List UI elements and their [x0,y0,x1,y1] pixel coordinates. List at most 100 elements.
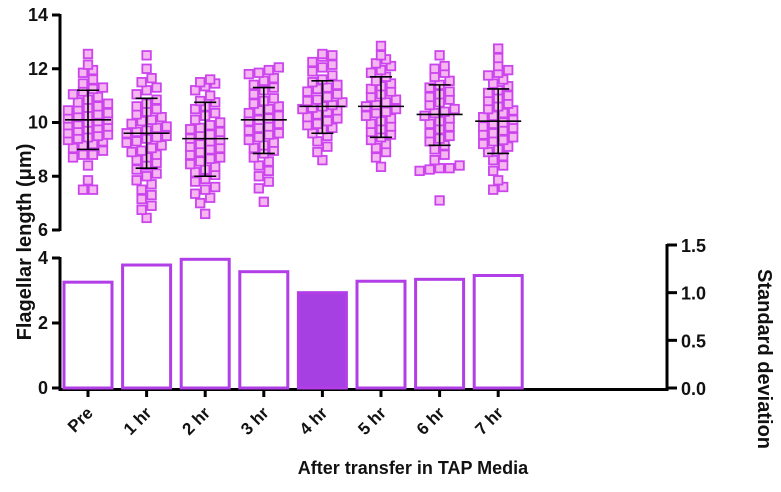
data-point [434,50,445,61]
data-point [131,175,142,186]
data-point [273,128,284,139]
x-tick-label: 1 hr [120,403,156,439]
x-tick-label: 7 hr [472,403,508,439]
data-point [248,89,259,100]
data-point [253,171,264,182]
data-point [243,125,254,136]
data-point [190,188,201,199]
bottom-left-tick-label: 0 [38,378,48,398]
data-point [185,159,196,170]
data-point [141,50,152,61]
data-point [87,149,99,160]
data-point [131,101,142,112]
data-point [243,134,254,146]
data-point [205,129,216,140]
data-point [273,62,284,73]
data-point [205,90,216,101]
bottom-right-tick-label: 0.0 [681,379,706,399]
data-point [146,73,157,84]
x-tick-label: Pre [64,403,97,436]
data-point [488,165,499,177]
data-point [268,93,279,104]
x-tick-labels: Pre 1 hr 2 hr 3 hr 4 hr 5 hr 6 hr 7 hr [64,403,507,439]
data-point [444,86,455,97]
data-point [131,164,142,175]
data-point [498,160,509,171]
data-point [215,117,226,128]
data-point [332,89,343,100]
bottom-right-tick-label: 1.0 [681,284,706,304]
data-point [131,89,142,100]
bottom-right-tick-label: 1.5 [681,236,706,256]
right-y-axis-title: Standard deviation [753,269,775,449]
data-point [322,141,333,152]
data-point [161,121,172,132]
top-panel-tick-labels: 6 8 10 12 14 [28,5,48,240]
bottom-left-tick-label: 2 [38,313,48,333]
data-point [205,120,216,131]
data-point [483,87,494,99]
data-point [263,165,274,177]
data-point [508,132,519,143]
data-point [439,60,450,72]
bottom-right-tick-label: 0.5 [681,331,706,351]
data-point [205,153,216,164]
data-point [146,189,157,201]
x-tick-label: 6 hr [413,403,449,439]
data-point [312,118,323,129]
data-point [454,160,465,171]
data-point [248,79,259,91]
data-point [215,126,226,138]
data-point [151,82,162,93]
data-point [141,63,152,74]
data-point [449,103,460,115]
data-point [82,175,94,186]
data-point [424,128,435,139]
data-point [444,163,455,174]
data-point [429,154,440,166]
sd-bar [179,257,231,390]
data-point [434,195,445,206]
data-point [273,110,284,121]
data-point [205,74,216,85]
data-point [210,107,221,119]
data-point [327,70,338,81]
data-point [429,63,440,74]
data-point [302,86,313,97]
data-point [375,161,387,172]
data-point [102,107,114,119]
data-point [322,116,333,127]
data-point [195,95,206,107]
top-y-tick-label: 12 [28,59,48,79]
data-point [210,181,221,193]
data-point [151,132,162,143]
data-point [483,70,494,81]
data-point [370,152,382,163]
data-point [414,165,425,177]
data-point [332,79,343,91]
sd-bar [238,270,290,390]
data-point [67,89,79,100]
top-panel-error-bars [65,76,522,178]
data-point [82,48,94,60]
data-point [375,50,387,61]
data-point [478,121,489,132]
sd-bar [355,279,407,390]
data-point [322,91,333,103]
x-tick-label: 3 hr [237,403,273,439]
bottom-left-tick-labels: 0 2 4 [38,248,48,398]
data-point [493,52,504,64]
data-point [248,152,259,163]
data-point [97,82,109,93]
data-point [121,137,132,148]
data-point [488,184,499,195]
bottom-left-tick-label: 4 [38,248,48,268]
data-point [258,196,269,207]
data-point [136,184,147,195]
top-y-tick-label: 14 [28,5,48,25]
data-point [77,149,89,160]
data-point [503,90,514,101]
data-point [317,62,328,73]
